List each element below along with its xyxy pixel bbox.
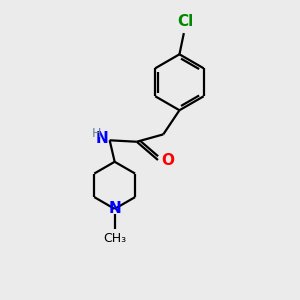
Text: N: N xyxy=(95,131,108,146)
Text: H: H xyxy=(92,127,101,140)
Text: O: O xyxy=(161,153,175,168)
Text: Cl: Cl xyxy=(177,14,194,29)
Text: N: N xyxy=(108,201,121,216)
Text: CH₃: CH₃ xyxy=(103,232,126,245)
